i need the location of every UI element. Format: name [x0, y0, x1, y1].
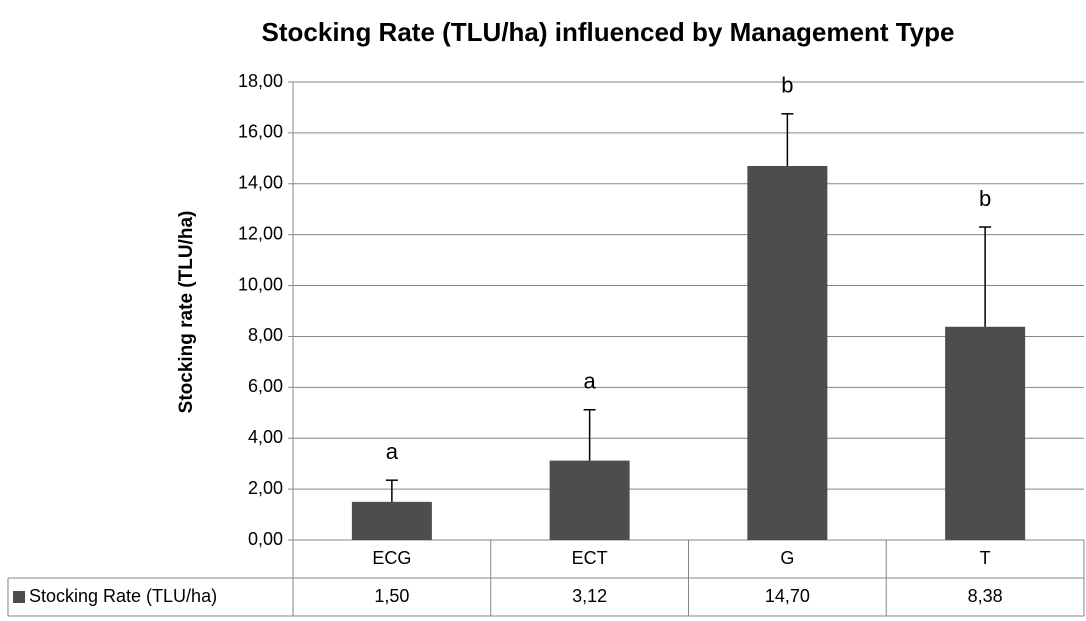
data-table-value: 8,38: [968, 586, 1003, 606]
y-tick-label: 8,00: [248, 325, 283, 345]
data-table-value: 3,12: [572, 586, 607, 606]
data-table-value: 14,70: [765, 586, 810, 606]
bar: [549, 460, 630, 540]
y-tick-label: 10,00: [238, 274, 283, 294]
legend-label: Stocking Rate (TLU/ha): [29, 586, 217, 606]
annotation: b: [781, 73, 793, 98]
legend-swatch: [13, 591, 25, 603]
y-tick-label: 14,00: [238, 173, 283, 193]
annotation: a: [386, 439, 399, 464]
annotation: b: [979, 186, 991, 211]
x-tick-label: G: [780, 548, 794, 568]
y-axis-title: Stocking rate (TLU/ha): [176, 211, 197, 414]
bar: [945, 326, 1026, 540]
bar: [747, 165, 828, 540]
x-tick-label: ECT: [572, 548, 608, 568]
y-tick-label: 0,00: [248, 529, 283, 549]
y-tick-label: 6,00: [248, 376, 283, 396]
y-tick-label: 16,00: [238, 122, 283, 142]
annotation: a: [584, 369, 597, 394]
x-tick-label: T: [980, 548, 991, 568]
x-tick-label: ECG: [372, 548, 411, 568]
bar: [351, 501, 432, 540]
y-tick-label: 4,00: [248, 427, 283, 447]
data-table-value: 1,50: [374, 586, 409, 606]
y-tick-label: 12,00: [238, 223, 283, 243]
chart-title: Stocking Rate (TLU/ha) influenced by Man…: [262, 17, 955, 47]
y-tick-label: 2,00: [248, 478, 283, 498]
y-tick-label: 18,00: [238, 71, 283, 91]
